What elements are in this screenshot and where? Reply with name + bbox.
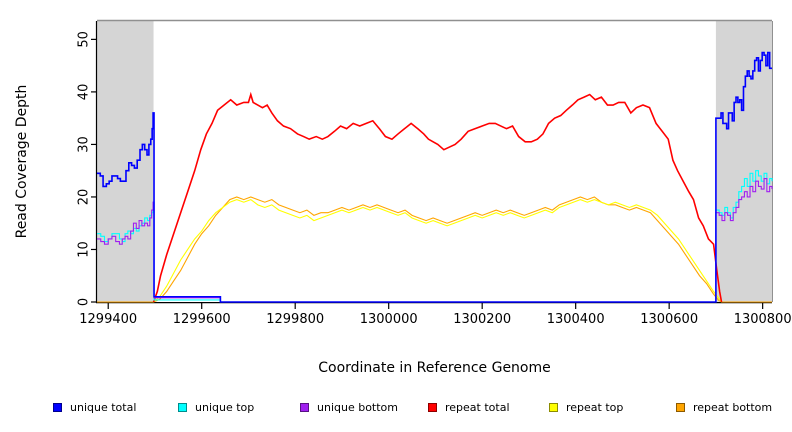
x-tick-label: 1300000 (360, 312, 418, 327)
x-tick-label: 1299600 (173, 312, 231, 327)
legend-item-unique-bottom: unique bottom (300, 400, 398, 414)
y-tick-label: 40 (77, 84, 92, 101)
x-tick-label: 1300400 (547, 312, 605, 327)
series-unique-top (97, 170, 773, 303)
legend-item-unique-total: unique total (53, 400, 136, 414)
legend-swatch-icon (178, 402, 187, 412)
x-tick-label: 1300200 (453, 312, 511, 327)
shaded-region (715, 21, 772, 302)
legend-label: repeat total (445, 400, 510, 414)
x-tick-label: 1300600 (640, 312, 698, 327)
legend-swatch-icon (549, 402, 558, 412)
y-tick-label: 30 (77, 136, 92, 153)
series-repeat-total (152, 91, 723, 303)
x-tick-label: 1299800 (266, 312, 324, 327)
series-repeat-bottom (97, 196, 772, 303)
y-tick-label: 0 (77, 298, 92, 306)
legend-label: repeat top (566, 400, 624, 414)
x-tick-label: 1300800 (734, 312, 792, 327)
chart-legend: unique total unique top unique bottom repea… (0, 400, 792, 420)
y-tick-label: 10 (77, 241, 92, 258)
legend-swatch-icon (428, 402, 437, 412)
legend-swatch-icon (300, 402, 309, 412)
legend-item-repeat-bottom: repeat bottom (676, 400, 772, 414)
series-unique-total (97, 51, 772, 303)
y-tick-label: 20 (77, 189, 92, 206)
legend-item-unique-top: unique top (178, 400, 254, 414)
coverage-plot: 0 10 20 30 40 50 1299400 1299600 1299800 1300000 1… (77, 19, 792, 327)
y-tick-label: 50 (77, 31, 92, 48)
legend-label: unique total (70, 400, 137, 414)
legend-label: unique top (195, 400, 255, 414)
x-tick-label: 1299400 (79, 312, 137, 327)
y-axis-title: Read Coverage Depth (14, 84, 30, 239)
series-repeat-top (153, 198, 722, 303)
shaded-region (97, 21, 154, 302)
legend-item-repeat-top: repeat top (549, 400, 623, 414)
series-unique-bottom (97, 178, 773, 303)
legend-label: repeat bottom (693, 400, 773, 414)
legend-label: unique bottom (317, 400, 399, 414)
legend-swatch-icon (676, 402, 685, 412)
x-axis-title: Coordinate in Reference Genome (318, 360, 551, 376)
legend-item-repeat-total: repeat total (428, 400, 510, 414)
legend-swatch-icon (53, 402, 62, 412)
